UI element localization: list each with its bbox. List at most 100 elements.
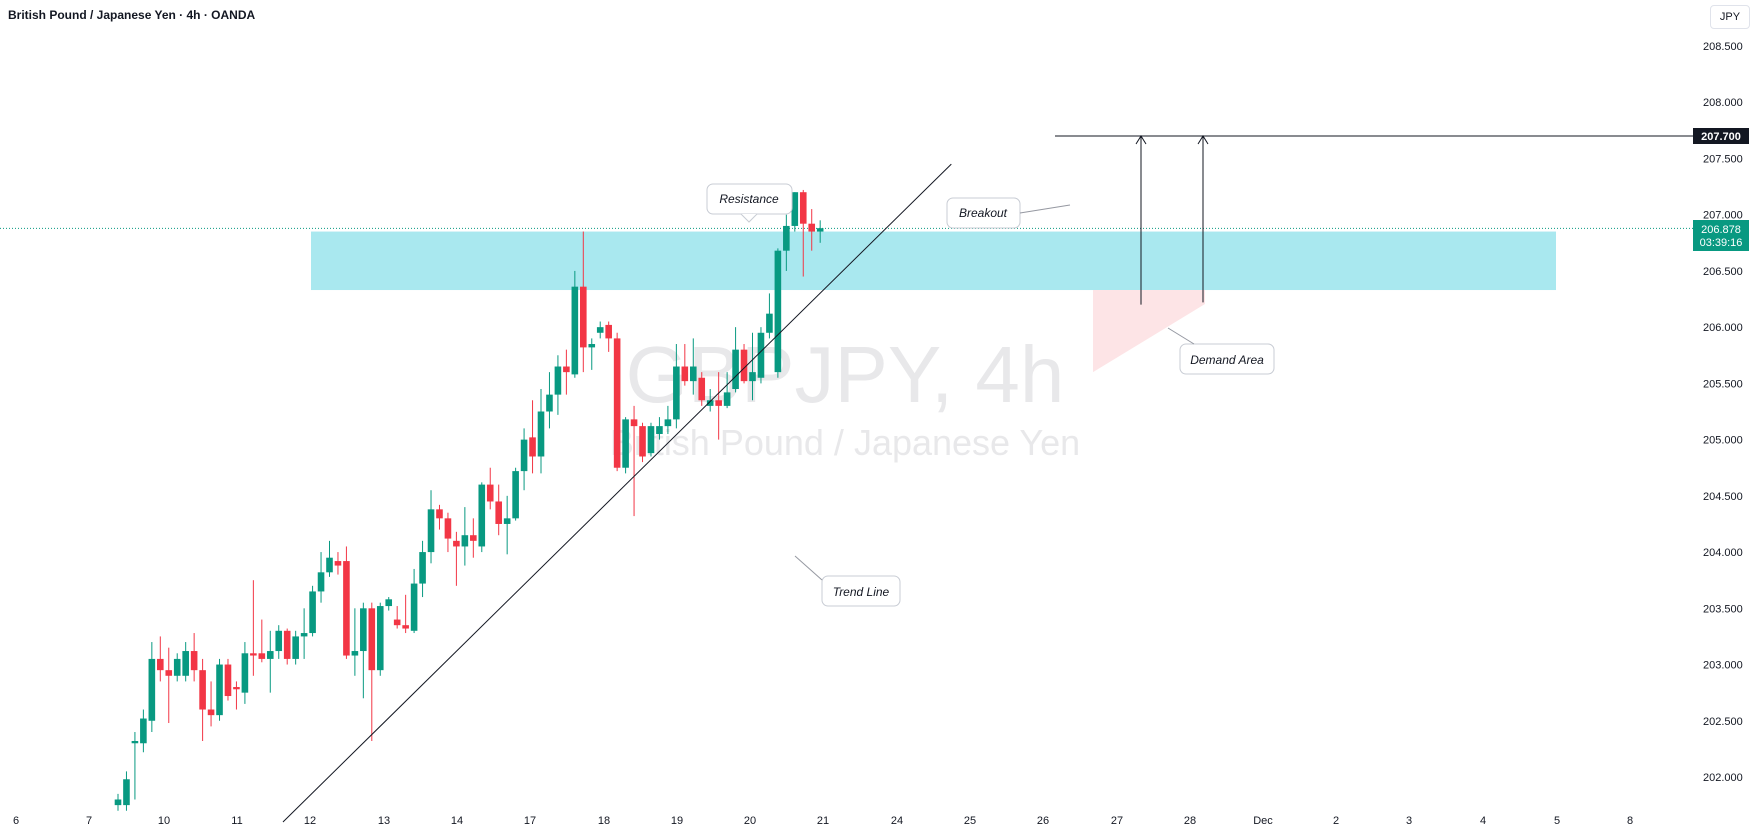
candle[interactable] <box>732 327 739 393</box>
candle[interactable] <box>605 321 612 352</box>
candle[interactable] <box>427 490 435 564</box>
candle[interactable] <box>376 602 384 676</box>
candle[interactable] <box>266 630 274 693</box>
y-tick-label: 207.500 <box>1703 153 1743 165</box>
trend-callout[interactable]: Trend Line <box>794 555 901 607</box>
candle[interactable] <box>774 248 782 378</box>
resistance-zone[interactable] <box>311 231 1556 291</box>
candle[interactable] <box>233 681 240 710</box>
candle[interactable] <box>546 372 553 429</box>
candle[interactable] <box>360 602 367 699</box>
candle[interactable] <box>757 327 765 384</box>
candle[interactable] <box>622 417 629 474</box>
candle[interactable] <box>317 552 325 603</box>
candle-body <box>385 599 393 607</box>
candle[interactable] <box>393 606 401 629</box>
candle[interactable] <box>689 338 697 395</box>
target-price-badge: 207.700 <box>1693 128 1749 144</box>
x-tick-label: 3 <box>1406 815 1412 827</box>
candle[interactable] <box>664 405 672 434</box>
candle[interactable] <box>512 467 519 521</box>
candle[interactable] <box>436 504 443 530</box>
candle[interactable] <box>123 771 130 811</box>
candle[interactable] <box>486 467 494 510</box>
candle[interactable] <box>478 482 486 553</box>
trend-line[interactable] <box>282 163 952 823</box>
candle[interactable] <box>385 597 393 611</box>
candle[interactable] <box>749 332 756 401</box>
candle[interactable] <box>275 625 283 659</box>
candle[interactable] <box>148 642 156 733</box>
candle[interactable] <box>326 540 333 577</box>
candle[interactable] <box>673 344 680 429</box>
candle[interactable] <box>182 642 189 682</box>
candle[interactable] <box>207 681 215 727</box>
candle[interactable] <box>241 642 249 704</box>
candle[interactable] <box>309 585 316 637</box>
candle[interactable] <box>571 270 579 378</box>
candle[interactable] <box>157 636 164 682</box>
candle[interactable] <box>520 428 528 491</box>
candle[interactable] <box>495 484 502 536</box>
candle[interactable] <box>808 209 816 251</box>
candle[interactable] <box>165 647 173 724</box>
candle[interactable] <box>419 540 426 598</box>
candle[interactable] <box>537 389 545 474</box>
candle-body <box>630 419 638 427</box>
candle[interactable] <box>258 619 266 663</box>
candle[interactable] <box>791 192 799 232</box>
candle[interactable] <box>656 417 663 440</box>
candle[interactable] <box>300 608 308 659</box>
candle[interactable] <box>706 389 714 412</box>
candle[interactable] <box>647 422 655 457</box>
candle[interactable] <box>283 628 291 665</box>
candle[interactable] <box>292 630 299 665</box>
candle[interactable] <box>402 594 409 634</box>
candle[interactable] <box>613 332 621 472</box>
candle[interactable] <box>630 405 638 517</box>
x-tick-label: 8 <box>1627 815 1633 827</box>
candle[interactable] <box>799 189 807 277</box>
resistance-callout[interactable]: Resistance <box>706 183 793 223</box>
candle[interactable] <box>334 552 342 575</box>
candle[interactable] <box>766 293 773 339</box>
demand-zone[interactable] <box>1093 290 1205 373</box>
candle[interactable] <box>529 400 536 474</box>
candle[interactable] <box>199 658 206 742</box>
candle[interactable] <box>461 507 469 566</box>
x-tick-label: 18 <box>598 815 610 827</box>
candle[interactable] <box>715 372 722 440</box>
candle[interactable] <box>368 602 376 742</box>
candle[interactable] <box>190 633 198 682</box>
candle[interactable] <box>140 709 147 753</box>
candle[interactable] <box>596 321 604 339</box>
candle[interactable] <box>216 658 223 721</box>
candle[interactable] <box>410 568 418 634</box>
candle[interactable] <box>740 344 748 384</box>
candle[interactable] <box>444 512 452 553</box>
candle[interactable] <box>343 546 350 659</box>
candle[interactable] <box>114 793 122 811</box>
candle[interactable] <box>250 580 257 676</box>
candle[interactable] <box>563 349 570 395</box>
candle[interactable] <box>681 344 689 386</box>
candle[interactable] <box>503 495 511 555</box>
breakout-callout[interactable]: Breakout <box>946 197 1071 229</box>
candle[interactable] <box>224 658 232 701</box>
candle[interactable] <box>173 653 181 682</box>
candle[interactable] <box>580 231 587 373</box>
candle[interactable] <box>816 220 824 243</box>
candle[interactable] <box>453 531 460 586</box>
candle[interactable] <box>783 214 790 271</box>
candle[interactable] <box>639 422 646 463</box>
candle[interactable] <box>131 732 139 800</box>
demand-callout[interactable]: Demand Area <box>1167 327 1275 375</box>
candle[interactable] <box>588 338 596 370</box>
candle[interactable] <box>470 518 477 558</box>
candle[interactable] <box>698 372 706 406</box>
candle[interactable] <box>554 355 562 415</box>
currency-button[interactable]: JPY <box>1710 5 1750 29</box>
candle[interactable] <box>351 608 359 676</box>
candle[interactable] <box>723 372 731 409</box>
